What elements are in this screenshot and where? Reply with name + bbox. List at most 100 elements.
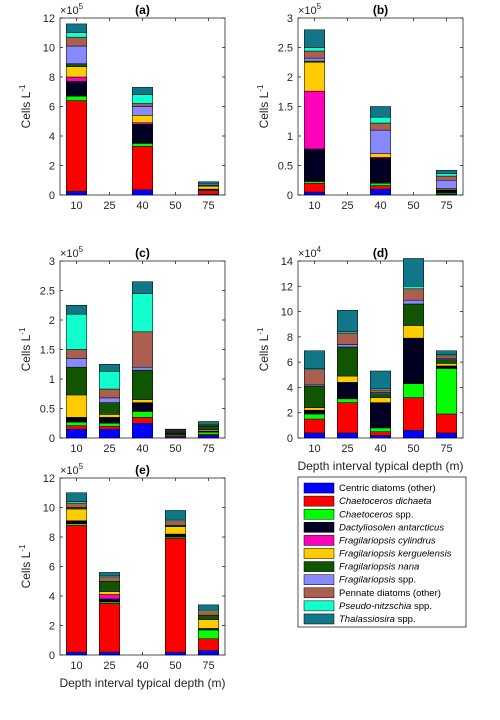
legend-label: Fragilariopsis spp.	[339, 575, 416, 586]
bar-segment	[370, 370, 391, 389]
bar-segment	[99, 402, 120, 415]
bar-segment	[370, 427, 391, 432]
y-tick-label: 8	[287, 332, 293, 344]
bar-segment	[66, 63, 87, 67]
y-tick-label: 0.5	[40, 404, 55, 416]
bar-segment	[370, 402, 391, 429]
bar-segment	[132, 103, 153, 107]
x-tick-label: 75	[440, 200, 452, 212]
bar-segment	[99, 423, 120, 427]
legend-swatch	[303, 587, 335, 599]
y-tick-label: 2	[49, 161, 55, 173]
bar-segment	[132, 123, 153, 144]
bar-segment	[198, 650, 219, 656]
bar-segment	[99, 371, 120, 390]
bar-segment	[198, 431, 219, 435]
bar-segment	[66, 428, 87, 439]
bar-segment	[66, 417, 87, 423]
bar-segment	[66, 305, 87, 315]
y-tick-label: 1.5	[278, 102, 293, 114]
x-tick-label: 75	[202, 443, 214, 455]
bar-segment	[370, 153, 391, 158]
legend-label: Thalassiosira spp.	[339, 614, 416, 625]
chart-panel-c: 0 0.5 1 1.5 2 2.5 3 ×105 (c) Cells L-1 10 25 40 50 75	[18, 245, 226, 455]
y-exponent-label: ×105	[60, 462, 84, 477]
panel-title: (c)	[135, 246, 150, 260]
y-tick-label: 0	[49, 433, 55, 445]
bar-segment	[198, 610, 219, 616]
x-tick-label: 10	[70, 200, 82, 212]
y-tick-label: 4	[287, 382, 293, 394]
bar-segment	[198, 629, 219, 640]
y-tick-label: 3	[287, 13, 293, 25]
legend-label: Pseudo-nitzschia spp.	[339, 601, 432, 612]
bar-segment	[66, 366, 87, 396]
bar-segment	[403, 299, 424, 305]
bar-segment	[66, 349, 87, 359]
x-tick-label: 10	[70, 660, 82, 672]
bar-segment	[436, 363, 457, 367]
x-tick-label: 25	[103, 660, 115, 672]
y-exponent-label: ×105	[60, 2, 84, 17]
bar-segment	[198, 604, 219, 610]
x-tick-label: 10	[308, 200, 320, 212]
bar-segment	[436, 355, 457, 359]
bar-segment	[132, 146, 153, 191]
x-tick-label: 10	[70, 443, 82, 455]
bar-segment	[66, 36, 87, 47]
y-tick-label: 0	[287, 433, 293, 445]
x-tick-label: 10	[308, 443, 320, 455]
bar-segment	[132, 369, 153, 400]
x-tick-label: 25	[103, 200, 115, 212]
bar-segment	[66, 313, 87, 350]
x-tick-label: 50	[407, 200, 419, 212]
bar-segment	[132, 399, 153, 403]
bar-segment	[370, 106, 391, 118]
bar-segment	[337, 310, 358, 333]
bar-segment	[304, 57, 325, 62]
legend-label: Dactyliosolen antarcticus	[339, 522, 444, 533]
bar-segment	[66, 502, 87, 508]
bar-segment	[436, 413, 457, 434]
bar-segment	[132, 281, 153, 294]
y-tick-label: 10	[43, 503, 55, 515]
x-tick-label: 25	[103, 443, 115, 455]
panel-title: (a)	[135, 3, 150, 17]
bar-segment	[165, 520, 186, 526]
bar-segment	[198, 614, 219, 620]
bar-segment	[66, 425, 87, 430]
y-axis-label: Cells L-1	[256, 327, 271, 371]
y-tick-label: 0	[49, 650, 55, 662]
bar-segment	[436, 189, 457, 193]
bar-segment	[304, 148, 325, 182]
bar-segment	[165, 651, 186, 656]
bar-segment	[198, 638, 219, 651]
y-axis-label: Cells L-1	[256, 84, 271, 128]
y-tick-label: 4	[49, 591, 55, 603]
chart-panel-e: 0 2 4 6 8 10 12 ×105 (e) Cells L-1 10 25 40 50 75 Depth…	[18, 462, 226, 690]
bar-segment	[66, 358, 87, 368]
bar-segment	[370, 182, 391, 186]
bar-segment	[304, 182, 325, 193]
bar-segment	[403, 286, 424, 290]
y-tick-label: 2	[49, 315, 55, 327]
y-exponent-label: ×105	[298, 2, 322, 17]
y-tick-label: 6	[49, 562, 55, 574]
legend-label: Chaetoceros spp.	[339, 509, 413, 520]
y-tick-label: 2.5	[40, 286, 55, 298]
bar-segment	[304, 29, 325, 48]
bar-segment	[337, 346, 358, 377]
bar-segment	[403, 325, 424, 339]
bar-segment	[304, 50, 325, 59]
y-tick-label: 1	[287, 131, 293, 143]
y-tick-label: 12	[43, 473, 55, 485]
bar-segment	[66, 492, 87, 502]
bar-segment	[370, 389, 391, 393]
bar-segment	[132, 189, 153, 196]
bar-segment	[403, 397, 424, 431]
bar-segment	[304, 62, 325, 92]
y-axis-label: Cells L-1	[18, 327, 33, 371]
legend-label: Fragilariopsis kerguelensis	[339, 549, 452, 560]
bar-segment	[66, 651, 87, 656]
bar-segment	[198, 435, 219, 439]
